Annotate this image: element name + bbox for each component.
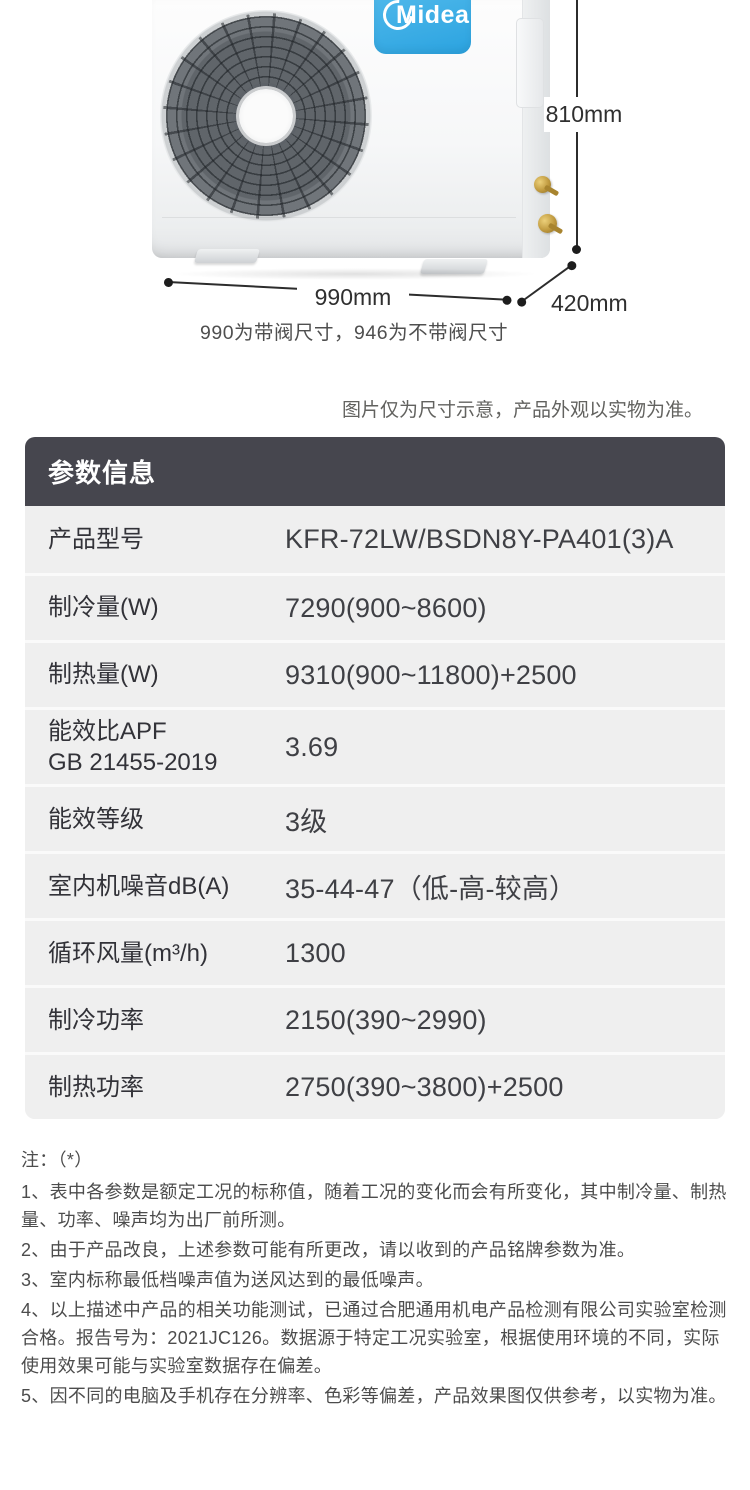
unit-panel-seam — [162, 217, 516, 218]
note-item: 4、以上描述中产品的相关功能测试，已通过合肥通用机电产品检测有限公司实验室检测合… — [21, 1300, 727, 1377]
notes-section: 注：（*） 1、表中各参数是额定工况的标称值，随着工况的变化而会有所变化，其中制… — [21, 1146, 728, 1410]
spec-row-label: 制热功率 — [48, 1073, 144, 1101]
spec-row-value: 3.69 — [285, 731, 339, 762]
spec-table-row: 室内机噪音dB(A) 35-44-47（低-高-较高） — [25, 851, 725, 919]
spec-row-value: 3级 — [285, 806, 328, 837]
spec-row-label: 室内机噪音dB(A) — [48, 872, 230, 900]
spec-table-row: 制冷量(W) 7290(900~8600) — [25, 573, 725, 640]
valve-icon — [538, 214, 557, 233]
spec-row-label: 循环风量(m³/h) — [48, 939, 208, 967]
spec-row-label: 能效比APF GB 21455-2019 — [48, 718, 218, 777]
spec-row-value: 2150(390~2990) — [285, 1004, 487, 1035]
spec-table-row: 能效等级 3级 — [25, 784, 725, 852]
spec-table-row: 制热功率 2750(390~3800)+2500 — [25, 1052, 725, 1120]
spec-table-body: 产品型号 KFR-72LW/BSDN8Y-PA401(3)A 制冷量(W) 72… — [25, 506, 725, 1120]
note-item: 5、因不同的电脑及手机存在分辨率、色彩等偏差，产品效果图仅供参考，以实物为准。 — [21, 1386, 727, 1407]
note-item: 1、表中各参数是额定工况的标称值，随着工况的变化而会有所变化，其中制冷量、制热量… — [21, 1182, 727, 1231]
fan-grille-icon — [160, 10, 372, 222]
spec-table-row: 循环风量(m³/h) 1300 — [25, 918, 725, 986]
spec-row-value: 7290(900~8600) — [285, 592, 487, 623]
spec-table-row: 产品型号 KFR-72LW/BSDN8Y-PA401(3)A — [25, 506, 725, 573]
unit-foot — [193, 249, 261, 263]
valve-icon — [534, 176, 551, 193]
dimension-dot — [572, 245, 581, 254]
spec-row-label: 制热量(W) — [48, 661, 159, 689]
product-figure: Midea 810mm 990mm 420mm 990为带阀尺寸，946为不带阀… — [0, 0, 750, 430]
spec-table-title: 参数信息 — [48, 458, 157, 488]
spec-row-value: 9310(900~11800)+2500 — [285, 659, 577, 690]
spec-table-row: 能效比APF GB 21455-2019 3.69 — [25, 707, 725, 785]
width-dimension-label: 990mm — [297, 282, 409, 313]
note-item: 3、室内标称最低档噪声值为送风达到的最低噪声。 — [21, 1270, 434, 1291]
note-item: 2、由于产品改良，上述参数可能有所更改，请以收到的产品铭牌参数为准。 — [21, 1240, 636, 1261]
spec-row-value: KFR-72LW/BSDN8Y-PA401(3)A — [285, 524, 674, 554]
fan-hub — [239, 89, 293, 143]
dimension-dot — [163, 277, 174, 288]
spec-table-row: 制热量(W) 9310(900~11800)+2500 — [25, 640, 725, 707]
spec-table-header: 参数信息 — [25, 437, 725, 506]
spec-row-label: 能效等级 — [48, 805, 144, 833]
spec-row-label: 制冷功率 — [48, 1006, 144, 1034]
dimension-dot — [565, 259, 579, 272]
spec-row-label: 产品型号 — [48, 525, 144, 553]
figure-caption: 990为带阀尺寸，946为不带阀尺寸 — [200, 322, 509, 344]
spec-table: 参数信息 产品型号 KFR-72LW/BSDN8Y-PA401(3)A 制冷量(… — [25, 437, 725, 1120]
disclaimer-text: 图片仅为尺寸示意，产品外观以实物为准。 — [341, 400, 703, 421]
midea-logo: Midea — [374, 0, 471, 54]
spec-row-value: 2750(390~3800)+2500 — [285, 1071, 564, 1102]
depth-dimension-label: 420mm — [551, 290, 628, 316]
pipe-cover — [516, 18, 544, 108]
dimension-dot — [515, 295, 528, 309]
height-dimension-label: 810mm — [544, 97, 624, 132]
dimension-dot — [502, 295, 512, 305]
spec-row-label: 制冷量(W) — [48, 594, 159, 622]
notes-list: 1、表中各参数是额定工况的标称值，随着工况的变化而会有所变化，其中制冷量、制热量… — [21, 1178, 728, 1410]
notes-heading: 注：（*） — [21, 1150, 93, 1171]
unit-shadow — [170, 268, 540, 280]
spec-row-value: 35-44-47（低-高-较高） — [285, 873, 577, 904]
outdoor-unit-image: Midea — [152, 0, 550, 258]
spec-table-row: 制冷功率 2150(390~2990) — [25, 985, 725, 1053]
brand-name: Midea — [396, 1, 470, 29]
spec-row-value: 1300 — [285, 937, 346, 968]
